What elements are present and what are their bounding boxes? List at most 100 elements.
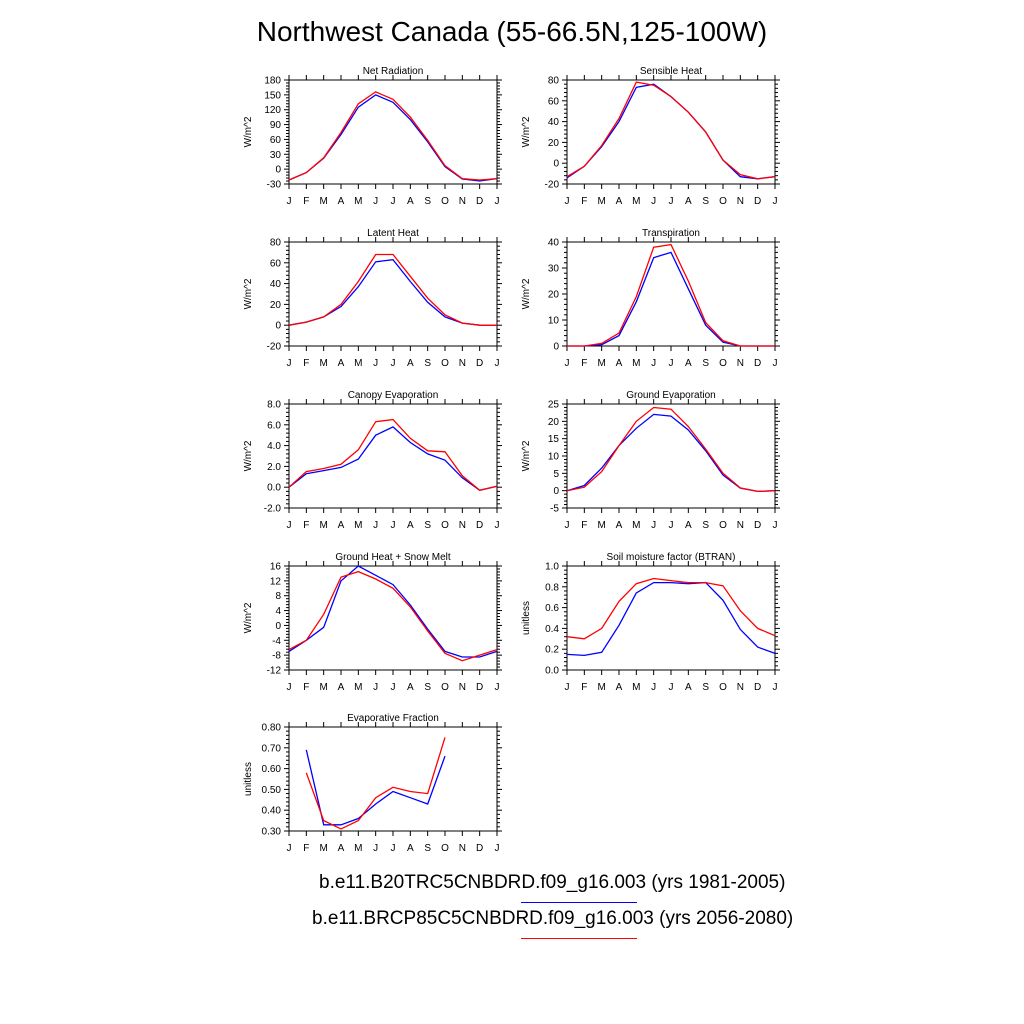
y-tick-label: 0 <box>553 342 559 353</box>
series-line <box>288 94 498 182</box>
x-tick-label: A <box>685 520 692 531</box>
x-tick-label: O <box>441 843 449 854</box>
x-tick-label: S <box>702 520 709 531</box>
x-tick-label: J <box>495 520 500 531</box>
x-tick-label: J <box>495 358 500 369</box>
y-axis-label: W/m^2 <box>521 440 532 471</box>
y-axis-label: unitless <box>521 601 532 635</box>
x-tick-label: A <box>407 520 414 531</box>
x-tick-label: F <box>581 682 587 693</box>
y-tick-label: 0 <box>275 321 281 332</box>
plot-frame <box>566 403 776 509</box>
y-tick-label: 0.2 <box>545 645 559 656</box>
series-line <box>288 253 497 326</box>
x-tick-label: A <box>407 358 414 369</box>
plot-frame <box>566 79 776 185</box>
x-tick-label: O <box>719 682 727 693</box>
x-tick-label: J <box>391 196 396 207</box>
x-tick-label: M <box>319 196 327 207</box>
x-tick-label: J <box>669 682 674 693</box>
series-line <box>288 91 498 181</box>
x-tick-label: J <box>391 358 396 369</box>
panel-title: Net Radiation <box>363 66 424 77</box>
y-tick-label: 0.0 <box>267 483 281 494</box>
x-tick-label: A <box>407 843 414 854</box>
x-tick-label: F <box>303 358 309 369</box>
y-tick-label: 16 <box>270 562 282 573</box>
x-tick-label: M <box>632 196 640 207</box>
x-tick-label: F <box>581 520 587 531</box>
x-tick-label: F <box>303 196 309 207</box>
x-tick-label: M <box>354 358 362 369</box>
y-tick-label: 60 <box>548 96 560 107</box>
y-tick-label: 80 <box>270 238 282 249</box>
y-tick-label: 60 <box>270 135 282 146</box>
x-tick-label: S <box>424 520 431 531</box>
y-tick-label: 20 <box>548 138 560 149</box>
x-tick-label: J <box>373 358 378 369</box>
x-tick-label: D <box>754 682 761 693</box>
y-tick-label: 0.80 <box>262 723 282 734</box>
x-tick-label: J <box>373 843 378 854</box>
x-tick-label: M <box>354 682 362 693</box>
x-tick-label: M <box>632 682 640 693</box>
x-tick-label: N <box>459 682 466 693</box>
series-line <box>566 81 776 180</box>
x-tick-label: J <box>773 520 778 531</box>
x-tick-label: J <box>373 520 378 531</box>
x-tick-label: S <box>702 682 709 693</box>
plot-frame <box>566 241 776 347</box>
x-tick-label: N <box>459 520 466 531</box>
y-tick-label: 0.8 <box>545 582 559 593</box>
y-tick-label: 4.0 <box>267 441 281 452</box>
panel-title: Evaporative Fraction <box>347 713 439 724</box>
x-tick-label: J <box>287 520 292 531</box>
x-tick-label: O <box>719 520 727 531</box>
panel-title: Ground Heat + Snow Melt <box>335 552 451 563</box>
series-line <box>566 413 776 493</box>
x-tick-label: J <box>287 358 292 369</box>
y-tick-label: 60 <box>270 258 282 269</box>
x-tick-label: A <box>616 196 623 207</box>
x-tick-label: F <box>581 196 587 207</box>
panel-title: Ground Evaporation <box>626 390 716 401</box>
x-tick-label: O <box>441 520 449 531</box>
x-tick-label: N <box>459 843 466 854</box>
x-tick-label: D <box>476 358 483 369</box>
series-line <box>566 83 776 180</box>
y-tick-label: 0.50 <box>262 785 282 796</box>
x-tick-label: N <box>737 520 744 531</box>
y-axis-label: W/m^2 <box>243 440 254 471</box>
y-tick-label: -30 <box>267 180 282 191</box>
series-line <box>566 581 776 657</box>
y-axis-label: unitless <box>243 762 254 796</box>
x-tick-label: N <box>459 196 466 207</box>
series-line <box>305 749 446 826</box>
y-tick-label: 0.4 <box>545 624 559 635</box>
x-tick-label: N <box>459 358 466 369</box>
x-tick-label: J <box>565 520 570 531</box>
x-tick-label: S <box>424 843 431 854</box>
plot-frame <box>288 565 498 671</box>
legend-swatch-2 <box>521 938 637 939</box>
y-tick-label: 120 <box>264 105 281 116</box>
x-tick-label: J <box>373 196 378 207</box>
panel-title: Canopy Evaporation <box>348 390 439 401</box>
x-tick-label: J <box>565 196 570 207</box>
x-tick-label: M <box>354 196 362 207</box>
series-line <box>305 737 446 830</box>
x-tick-label: A <box>407 196 414 207</box>
x-tick-label: J <box>773 682 778 693</box>
x-tick-label: S <box>424 682 431 693</box>
x-tick-label: A <box>407 682 414 693</box>
y-axis-label: W/m^2 <box>521 116 532 147</box>
x-tick-label: A <box>338 520 345 531</box>
x-tick-label: J <box>565 682 570 693</box>
y-axis-label: W/m^2 <box>243 116 254 147</box>
series-line <box>567 243 775 347</box>
y-tick-label: 12 <box>270 576 282 587</box>
x-tick-label: M <box>319 682 327 693</box>
